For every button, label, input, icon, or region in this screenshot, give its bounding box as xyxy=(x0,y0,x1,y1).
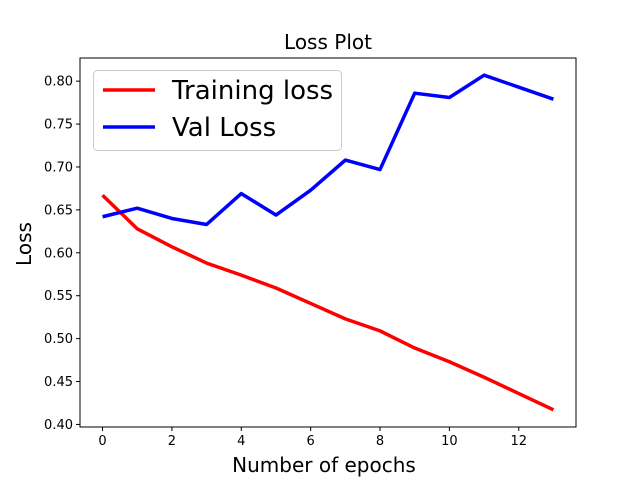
y-tick-label: 0.60 xyxy=(44,246,73,261)
x-axis-ticks: 0 2 4 6 8 10 12 xyxy=(98,427,527,449)
x-tick-label: 12 xyxy=(510,434,527,449)
legend-box xyxy=(93,70,342,151)
series-line-0 xyxy=(101,194,555,412)
y-tick-label: 0.80 xyxy=(44,75,73,90)
y-tick-label: 0.40 xyxy=(44,418,73,433)
axes-frame xyxy=(79,57,577,428)
x-tick-label: 2 xyxy=(168,434,176,449)
series-layer xyxy=(101,73,555,412)
y-tick-label: 0.45 xyxy=(44,375,73,390)
x-tick-label: 10 xyxy=(441,434,458,449)
series-line-1 xyxy=(102,73,555,227)
legend-label-1: Val Loss xyxy=(172,113,276,143)
legend: Training loss Val Loss xyxy=(93,70,342,151)
x-tick-label: 8 xyxy=(376,434,384,449)
y-tick-label: 0.55 xyxy=(44,289,73,304)
y-tick-label: 0.70 xyxy=(44,160,73,175)
x-tick-label: 0 xyxy=(98,434,106,449)
y-axis-ticks: 0.40 0.45 0.50 0.55 0.60 0.65 0.70 0.75 0.80 xyxy=(44,75,80,433)
chart-title: Loss Plot xyxy=(284,30,372,54)
y-tick-label: 0.75 xyxy=(44,118,73,133)
x-tick-label: 6 xyxy=(307,434,315,449)
y-tick-label: 0.65 xyxy=(44,203,73,218)
y-tick-label: 0.50 xyxy=(44,332,73,347)
x-tick-label: 4 xyxy=(237,434,245,449)
x-axis-label: Number of epochs xyxy=(232,453,416,477)
legend-label-0: Training loss xyxy=(171,76,333,106)
y-axis-label: Loss xyxy=(12,222,36,266)
